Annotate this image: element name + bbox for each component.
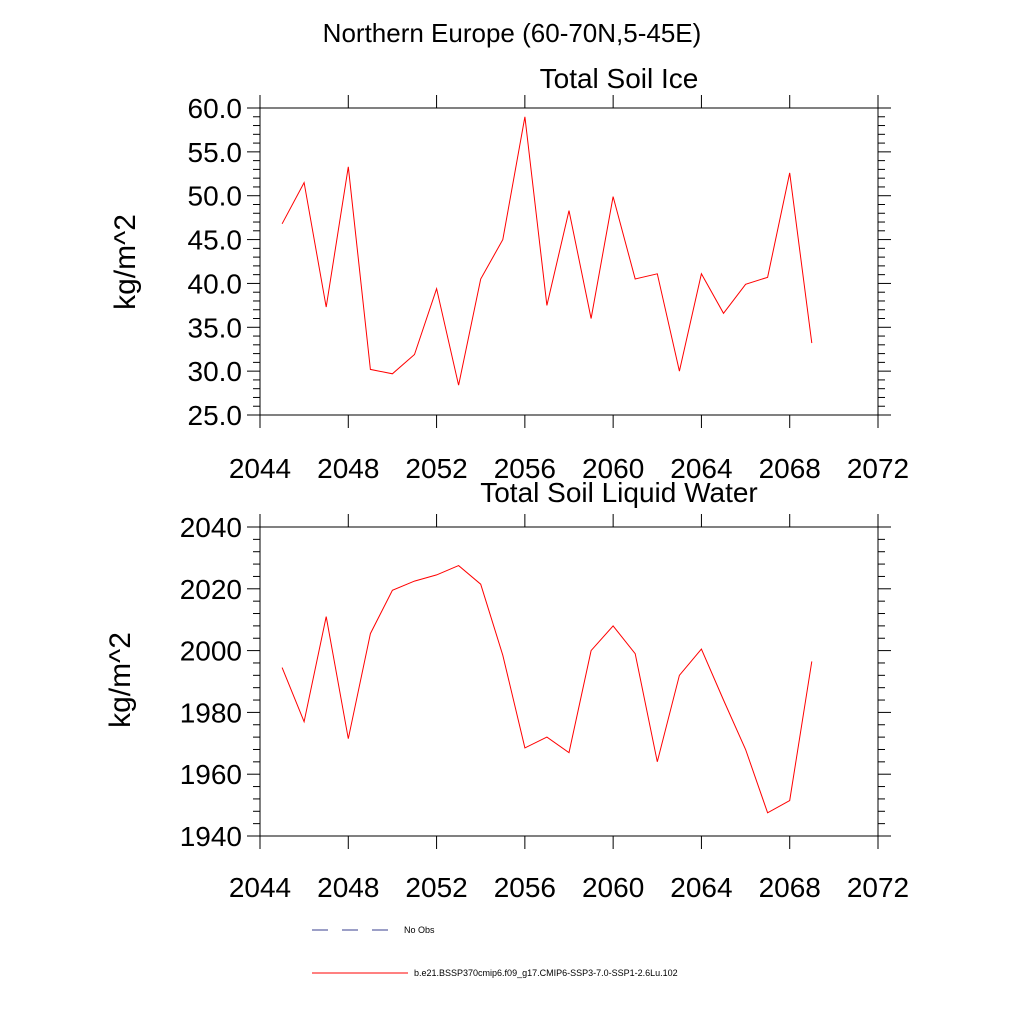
y-tick-label: 45.0 — [188, 225, 243, 256]
y-tick-label: 30.0 — [188, 356, 243, 387]
x-tick-label: 2056 — [494, 453, 556, 484]
panel-total-soil-ice: Total Soil Ice kg/m^2 2044 2048 2052 2056 2060… — [109, 63, 909, 484]
y-tick-label: 50.0 — [188, 181, 243, 212]
legend-label-no-obs: No Obs — [404, 925, 435, 935]
x-tick-label: 2044 — [229, 453, 291, 484]
y-tick-label: 1940 — [180, 821, 242, 852]
x-tick-label: 2048 — [317, 453, 379, 484]
x-tick-label: 2052 — [405, 872, 467, 903]
x-tick-label: 2072 — [847, 453, 909, 484]
y-tick-label: 40.0 — [188, 268, 243, 299]
x-tick-label: 2060 — [582, 453, 644, 484]
y-tick-label: 60.0 — [188, 93, 243, 124]
y-tick-label: 2000 — [180, 636, 242, 667]
figure-title: Northern Europe (60-70N,5-45E) — [323, 18, 702, 48]
x-tick-label: 2044 — [229, 872, 291, 903]
panel-total-soil-liquid-water: Total Soil Liquid Water kg/m^2 2044 2048 205… — [104, 477, 909, 903]
x-tick-label: 2072 — [847, 872, 909, 903]
y-tick-label: 2040 — [180, 512, 242, 543]
y-tick-label: 55.0 — [188, 137, 243, 168]
x-tick-label: 2064 — [670, 872, 732, 903]
x-tick-label: 2060 — [582, 872, 644, 903]
x-tick-label: 2048 — [317, 872, 379, 903]
y-tick-label: 2020 — [180, 574, 242, 605]
y-axis-label: kg/m^2 — [104, 632, 137, 728]
x-tick-label: 2068 — [759, 453, 821, 484]
chart-title: Total Soil Ice — [540, 63, 699, 94]
series-line — [281, 565, 813, 814]
y-tick-label: 1980 — [180, 697, 242, 728]
y-tick-label: 1960 — [180, 759, 242, 790]
y-axis-label: kg/m^2 — [109, 214, 142, 310]
x-tick-label: 2064 — [670, 453, 732, 484]
x-tick-label: 2056 — [494, 872, 556, 903]
x-tick-label: 2052 — [405, 453, 467, 484]
x-tick-label: 2068 — [759, 872, 821, 903]
plot-frame — [259, 107, 879, 416]
legend-label-series: b.e21.BSSP370cmip6.f09_g17.CMIP6-SSP3-7.… — [414, 968, 678, 978]
y-tick-label: 35.0 — [188, 312, 243, 343]
series-line — [281, 116, 813, 386]
y-tick-label: 25.0 — [188, 400, 243, 431]
legend: No Obs b.e21.BSSP370cmip6.f09_g17.CMIP6-… — [312, 925, 678, 978]
chart-title: Total Soil Liquid Water — [480, 477, 758, 508]
plot-frame — [259, 526, 879, 837]
